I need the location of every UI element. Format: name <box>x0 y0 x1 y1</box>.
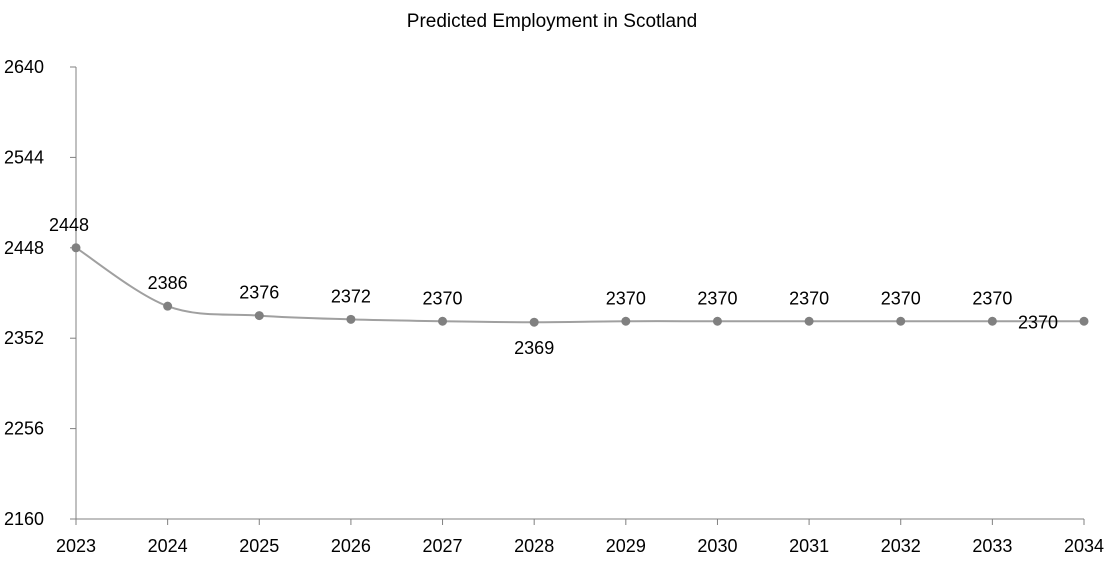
x-tick-label: 2030 <box>697 536 737 556</box>
x-tick-label: 2033 <box>972 536 1012 556</box>
series-line <box>75 246 1084 324</box>
data-point <box>254 311 264 321</box>
x-tick-label: 2028 <box>514 536 554 556</box>
data-point <box>71 243 81 253</box>
data-label: 2370 <box>1018 312 1058 332</box>
data-point <box>438 316 448 326</box>
data-point <box>896 316 906 326</box>
data-point <box>346 314 356 324</box>
series-line-layer <box>75 246 1084 324</box>
data-point <box>712 316 722 326</box>
data-point <box>987 316 997 326</box>
y-tick-label: 2640 <box>4 57 44 77</box>
data-label: 2372 <box>331 286 371 306</box>
data-label: 2370 <box>423 288 463 308</box>
data-label: 2370 <box>789 288 829 308</box>
data-point <box>1079 316 1089 326</box>
x-tick-label: 2024 <box>148 536 188 556</box>
chart-title: Predicted Employment in Scotland <box>407 11 697 32</box>
y-tick-label: 2160 <box>4 509 44 529</box>
data-label: 2370 <box>881 288 921 308</box>
y-tick-label: 2352 <box>4 328 44 348</box>
y-tick-label: 2256 <box>4 419 44 439</box>
data-label: 2369 <box>514 338 554 358</box>
x-tick-label: 2025 <box>239 536 279 556</box>
x-tick-label: 2032 <box>881 536 921 556</box>
data-label: 2370 <box>606 288 646 308</box>
x-tick-label: 2027 <box>423 536 463 556</box>
axes-layer: 2160 2256 2352 2448 2544 2640 2023 2024 2025 2026… <box>4 57 1104 556</box>
data-label: 2448 <box>49 215 89 235</box>
data-point <box>529 317 539 327</box>
data-point-layer <box>71 243 1089 327</box>
y-tick-label: 2448 <box>4 238 44 258</box>
data-label: 2370 <box>697 288 737 308</box>
x-tick-label: 2034 <box>1064 536 1104 556</box>
x-tick-label: 2023 <box>56 536 96 556</box>
data-point <box>163 301 173 311</box>
data-label-layer: 2448 2386 2376 2372 2370 2369 2370 2370 2370 2370… <box>49 215 1058 358</box>
data-label: 2376 <box>239 283 279 303</box>
x-tick-label: 2026 <box>331 536 371 556</box>
data-point <box>804 316 814 326</box>
y-tick-label: 2544 <box>4 147 44 167</box>
x-tick-label: 2029 <box>606 536 646 556</box>
x-tick-label: 2031 <box>789 536 829 556</box>
data-label: 2386 <box>148 273 188 293</box>
data-point <box>621 316 631 326</box>
data-label: 2370 <box>972 288 1012 308</box>
